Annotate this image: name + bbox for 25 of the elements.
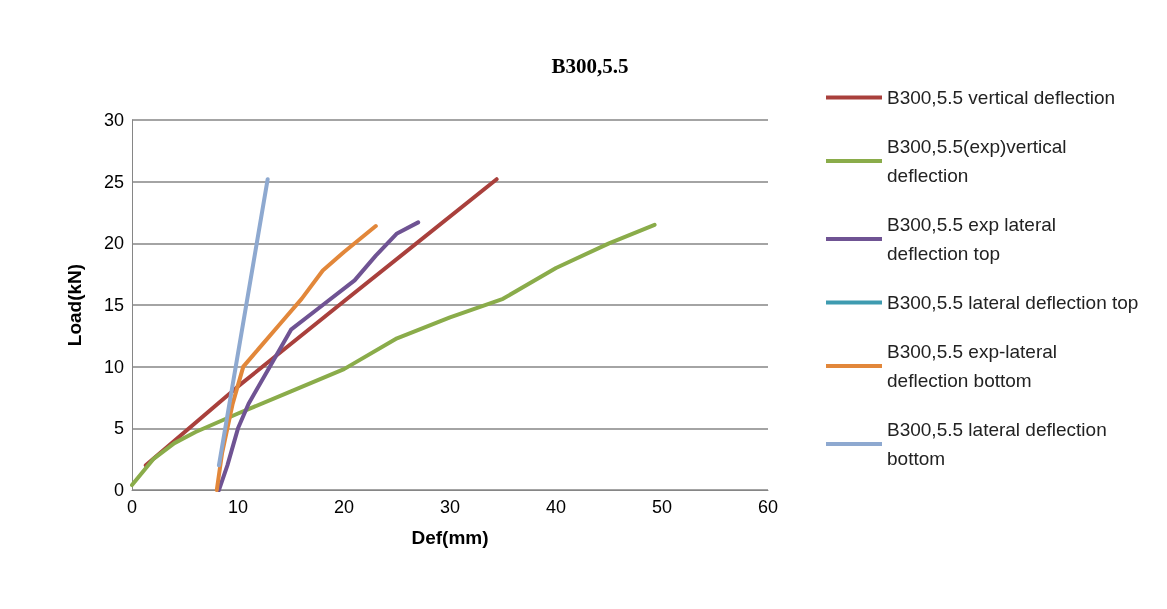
y-tick-label: 30 <box>103 110 124 130</box>
legend-label: B300,5.5 lateral deflection top <box>887 292 1139 313</box>
y-tick-label: 20 <box>103 233 124 254</box>
line-series <box>216 220 421 492</box>
y-tick-label: 10 <box>103 356 124 377</box>
y-tick-label: 5 <box>113 418 124 439</box>
x-axis-title: Def(mm) <box>411 527 489 548</box>
legend-label: B300,5.5 exp-lateral deflection bottom <box>887 341 1063 391</box>
x-tick-label: 30 <box>439 497 461 517</box>
x-tick-label: 20 <box>333 497 355 517</box>
legend-label: B300,5.5 exp lateral deflection top <box>887 214 1062 264</box>
x-tick-label: 40 <box>545 497 567 517</box>
x-tick-label: 10 <box>227 497 249 517</box>
y-axis-title: Load(kN) <box>64 263 85 347</box>
x-tick-label: 60 <box>757 497 779 517</box>
legend-label: B300,5.5 vertical deflection <box>887 87 1116 108</box>
x-tick-label: 50 <box>651 497 673 517</box>
legend-label: B300,5.5 lateral deflection bottom <box>887 419 1112 469</box>
line-series <box>130 222 657 488</box>
chart-title: B300,5.5 <box>551 53 629 78</box>
y-tick-label: 15 <box>103 295 124 315</box>
legend-label: B300,5.5(exp)vertical deflection <box>887 136 1072 186</box>
x-tick-label: 0 <box>126 497 138 517</box>
y-tick-label: 0 <box>113 480 124 500</box>
y-tick-label: 25 <box>103 171 124 192</box>
